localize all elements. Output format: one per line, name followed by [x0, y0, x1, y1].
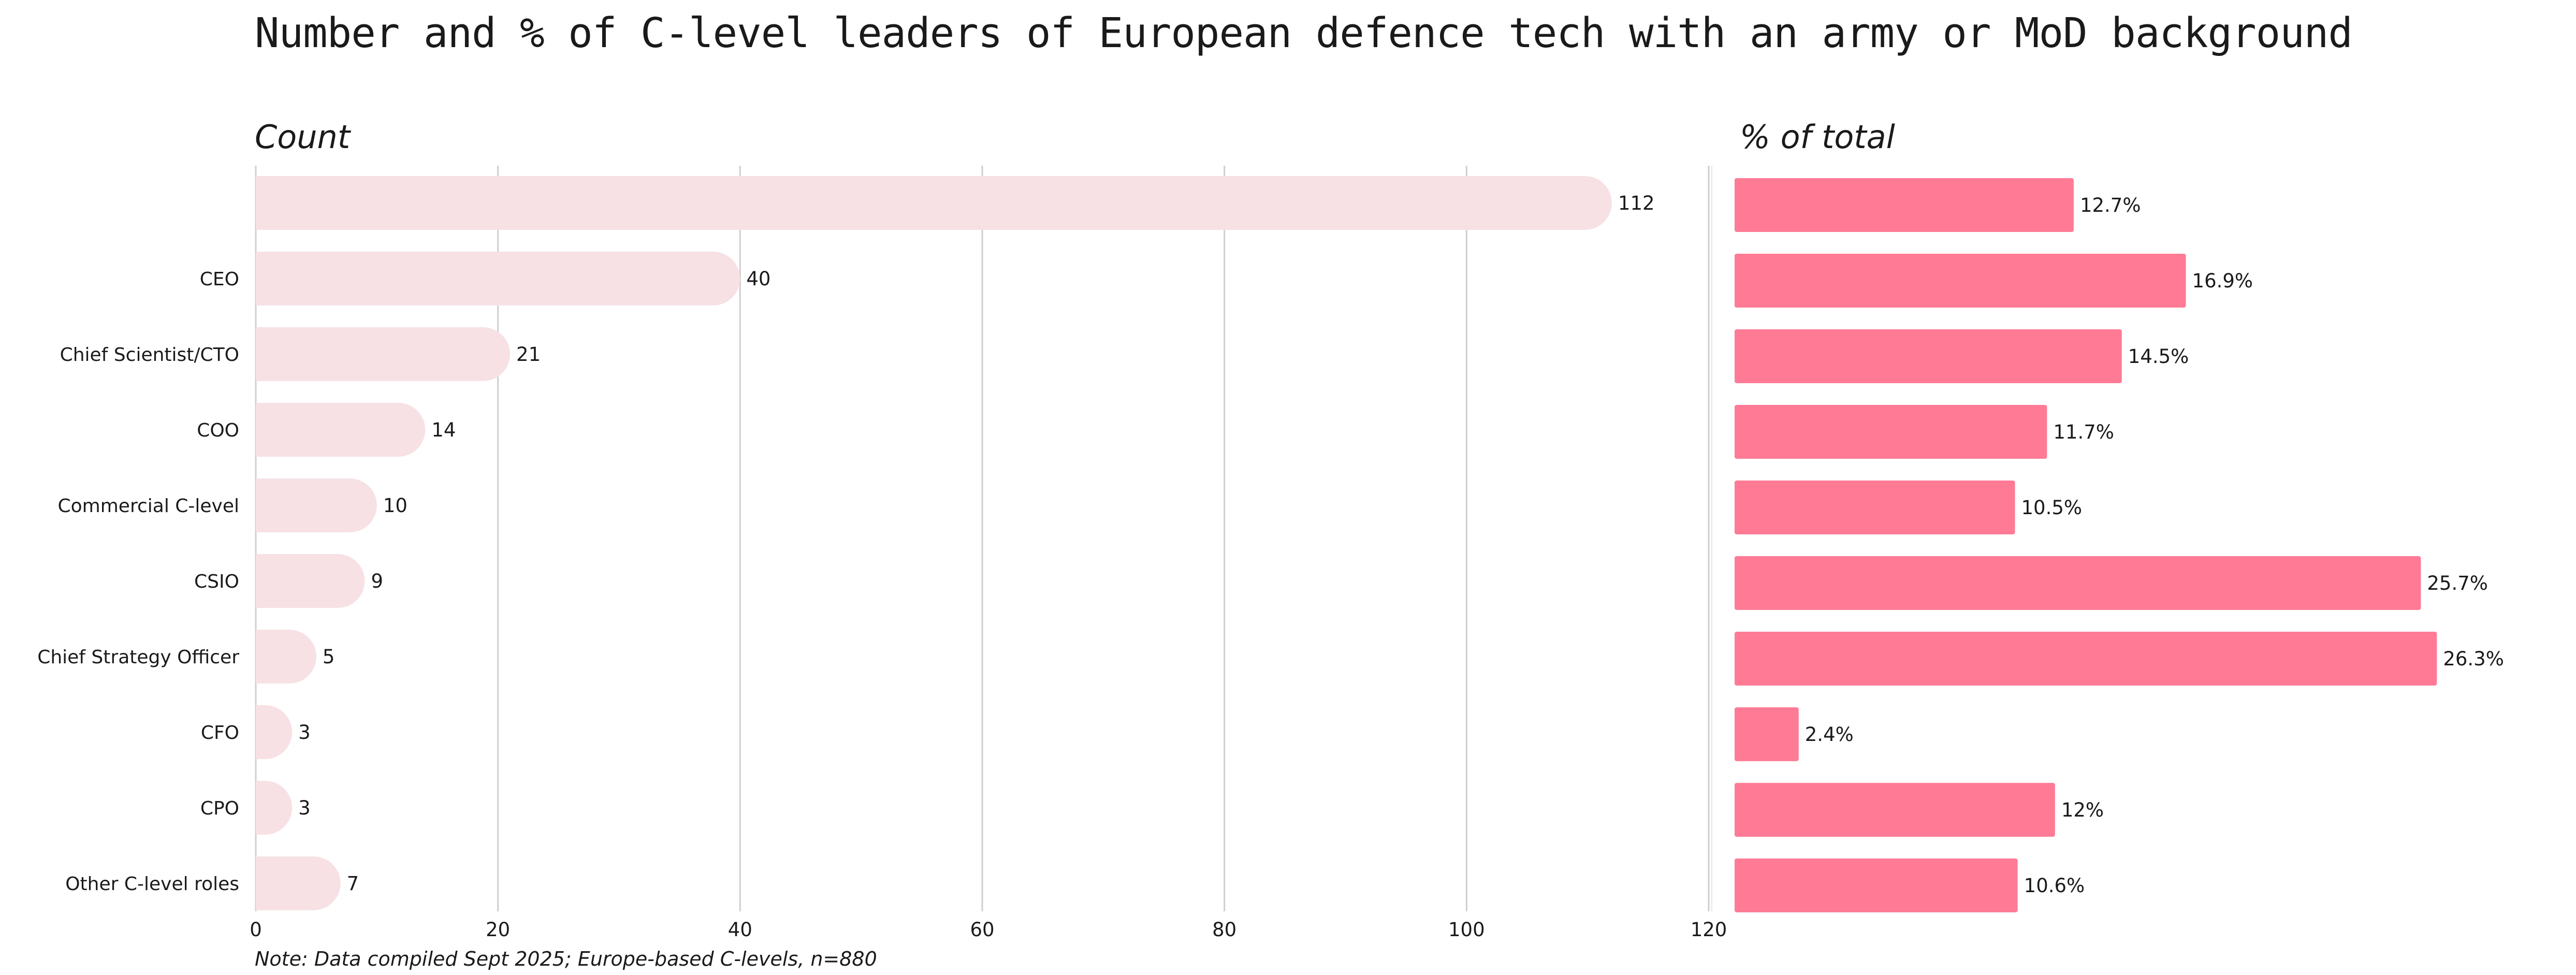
count-value-label-6: 5 [323, 646, 335, 668]
count-value-label-4: 10 [383, 494, 407, 517]
count-bar-8 [256, 781, 293, 835]
x-tick-label-100: 100 [1448, 919, 1485, 941]
count-value-label-5: 9 [371, 570, 383, 592]
percent-value-label-6: 26.3% [2443, 648, 2504, 670]
category-label-6: Chief Strategy Officer [37, 647, 239, 668]
count-panel-label: Count [255, 118, 351, 156]
count-bar-2 [256, 327, 511, 381]
category-label-1: CEO [200, 269, 239, 290]
chart-note: Note: Data compiled Sept 2025; Europe-ba… [255, 948, 877, 970]
count-bar-3 [256, 403, 426, 457]
percent-bar-7 [1735, 707, 1799, 761]
category-label-5: CSIO [194, 571, 239, 592]
percent-bar-8 [1735, 783, 2055, 837]
category-label-8: CPO [200, 798, 239, 819]
category-label-4: Commercial C-level [58, 496, 240, 517]
percent-value-label-1: 16.9% [2192, 270, 2253, 292]
count-bar-6 [256, 630, 316, 683]
category-label-7: CFO [201, 722, 239, 744]
count-bar-4 [256, 478, 377, 532]
percent-bar-4 [1735, 481, 2015, 534]
percent-value-label-4: 10.5% [2021, 497, 2083, 519]
count-bar-9 [256, 856, 341, 910]
percent-value-label-8: 12% [2061, 799, 2104, 821]
x-tick-label-120: 120 [1691, 919, 1727, 941]
count-value-label-9: 7 [347, 872, 359, 895]
x-tick-label-20: 20 [486, 919, 510, 941]
percent-bar-3 [1735, 405, 2047, 459]
category-label-2: Chief Scientist/CTO [60, 344, 239, 366]
x-tick-label-40: 40 [728, 919, 752, 941]
count-bar-0 [256, 176, 1612, 230]
count-value-label-7: 3 [298, 721, 311, 744]
count-value-label-8: 3 [298, 797, 311, 819]
percent-panel-label: % of total [1740, 118, 1895, 156]
count-value-label-0: 112 [1618, 192, 1655, 214]
percent-bar-0 [1735, 178, 2074, 232]
percent-value-label-2: 14.5% [2128, 345, 2189, 368]
percent-value-label-9: 10.6% [2024, 875, 2085, 897]
percent-bar-2 [1735, 329, 2122, 383]
percent-bar-6 [1735, 632, 2437, 686]
x-tick-label-80: 80 [1212, 919, 1236, 941]
percent-bar-1 [1735, 254, 2186, 308]
count-bar-5 [256, 554, 365, 608]
count-value-label-1: 40 [746, 268, 770, 290]
x-tick-label-60: 60 [970, 919, 994, 941]
percent-value-label-0: 12.7% [2080, 194, 2141, 216]
count-value-label-2: 21 [516, 343, 541, 366]
chart-title: Number and % of C-level leaders of Europ… [255, 9, 2353, 57]
percent-value-label-7: 2.4% [1805, 723, 1854, 746]
category-label-9: Other C-level roles [65, 874, 239, 895]
count-bar-7 [256, 705, 293, 759]
percent-value-label-3: 11.7% [2053, 421, 2114, 443]
percent-bar-9 [1735, 858, 2018, 912]
percent-value-label-5: 25.7% [2427, 572, 2488, 594]
category-label-3: COO [197, 420, 239, 441]
percent-bar-5 [1735, 556, 2421, 610]
count-value-label-3: 14 [431, 419, 456, 441]
x-tick-label-0: 0 [250, 919, 262, 941]
count-bar-1 [256, 252, 740, 305]
